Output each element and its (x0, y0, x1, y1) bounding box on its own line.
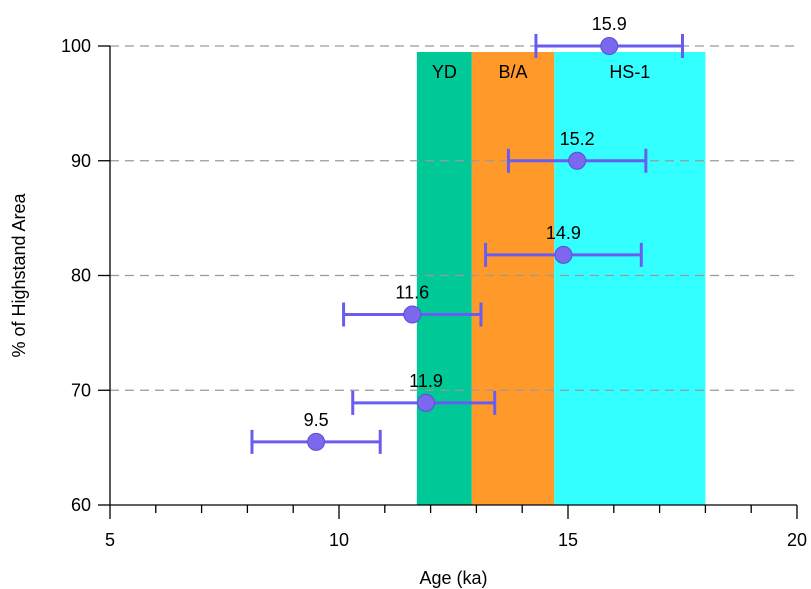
point-label-5: 9.5 (304, 410, 329, 430)
point-marker-1 (568, 151, 587, 170)
y-tick-label: 90 (71, 151, 91, 171)
point-label-1: 15.2 (560, 129, 595, 149)
climate-bands: YD B/A HS-1 (416, 52, 706, 505)
band-label-1: B/A (499, 62, 528, 82)
data-points: 15.9 15.2 14.9 11.6 11.9 9.5 (250, 14, 684, 454)
y-tick-label: 100 (61, 36, 91, 56)
point-label-3: 11.6 (395, 283, 429, 303)
point-label-4: 11.9 (409, 371, 443, 391)
y-tick-label: 80 (71, 266, 91, 286)
band-label-0: YD (432, 62, 457, 82)
y-tick-label: 70 (71, 380, 91, 400)
point-marker-3 (403, 305, 422, 324)
x-tick-label: 5 (105, 530, 115, 550)
x-axis-title: Age (ka) (419, 568, 487, 588)
band-1 (471, 52, 555, 505)
y-tick-label: 60 (71, 495, 91, 515)
band-0 (416, 52, 472, 505)
band-2 (554, 52, 706, 505)
point-marker-4 (417, 393, 436, 412)
point-marker-2 (554, 245, 573, 264)
point-label-0: 15.9 (592, 14, 627, 34)
point-label-2: 14.9 (546, 223, 581, 243)
band-label-2: HS-1 (609, 62, 650, 82)
x-tick-label: 20 (787, 530, 807, 550)
x-tick-label: 15 (558, 530, 578, 550)
x-tick-label: 10 (329, 530, 349, 550)
y-axis-title: % of Highstand Area (9, 192, 29, 357)
axes: 5 10 15 20 60 70 80 90 100 (61, 36, 807, 550)
point-marker-0 (600, 37, 619, 55)
point-marker-5 (307, 432, 326, 451)
